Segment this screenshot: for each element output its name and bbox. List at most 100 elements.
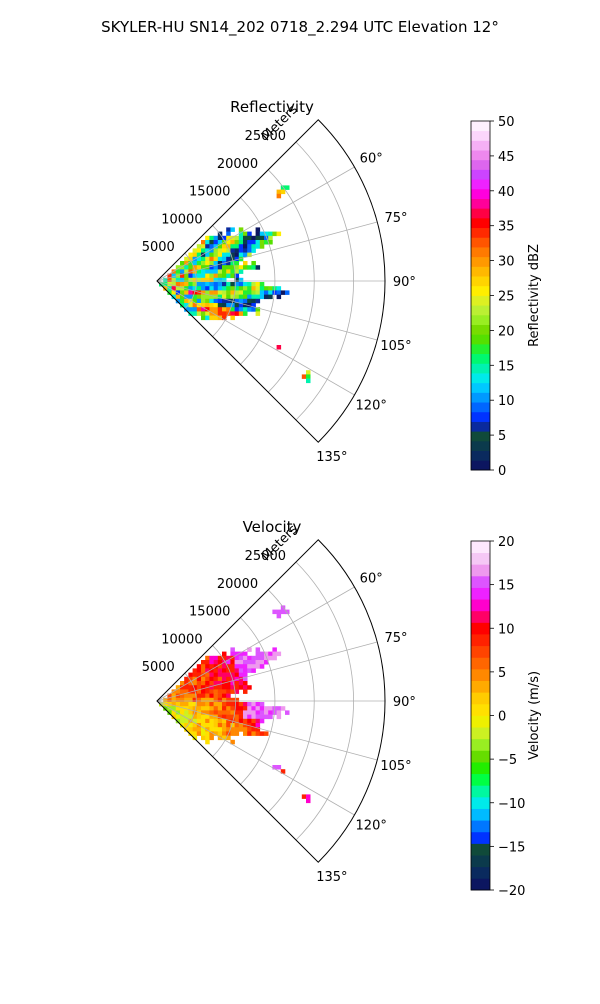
velocity-data-cell: [201, 693, 206, 699]
velocity-data-cell: [217, 723, 223, 728]
velocity-data-cell: [251, 727, 256, 732]
velocity-data-cell: [171, 710, 177, 715]
reflectivity-data-cell: [213, 273, 219, 279]
velocity-data-cell: [243, 706, 248, 711]
velocity-data-cell: [196, 676, 202, 682]
velocity-data-cell: [217, 714, 223, 720]
velocity-data-cell: [238, 672, 244, 678]
reflectivity-data-cell: [201, 315, 206, 321]
reflectivity-data-cell: [192, 298, 198, 304]
velocity-data-cell: [226, 706, 231, 711]
velocity-data-cell: [255, 718, 261, 724]
reflectivity-data-cell: [259, 290, 265, 295]
velocity-data-cell: [205, 723, 210, 728]
reflectivity-data-cell: [201, 286, 206, 291]
reflectivity-colorbar-swatch: [471, 227, 490, 238]
velocity-data-cell: [188, 702, 193, 707]
reflectivity-data-cell: [201, 294, 206, 300]
velocity-data-cell: [243, 702, 248, 707]
reflectivity-data-cell: [238, 277, 244, 283]
reflectivity-data-cell: [230, 286, 235, 291]
reflectivity-data-cell: [264, 294, 269, 300]
velocity-data-cell: [226, 668, 231, 673]
reflectivity-data-cell: [188, 303, 193, 308]
reflectivity-data-cell: [243, 261, 248, 266]
velocity-data-cell: [238, 664, 244, 669]
velocity-data-cell: [196, 689, 202, 694]
velocity-data-cell: [234, 689, 240, 694]
reflectivity-data-cell: [226, 273, 231, 279]
reflectivity-data-cell: [205, 282, 210, 287]
velocity-data-cell: [255, 706, 261, 711]
velocity-theta-tick-label: 120°: [356, 819, 387, 834]
reflectivity-data-cell: [230, 290, 235, 295]
reflectivity-data-cell: [259, 294, 265, 300]
reflectivity-colorbar-label: Reflectivity dBZ: [527, 244, 542, 347]
reflectivity-data-cell: [217, 240, 223, 245]
velocity-data-cell: [184, 706, 189, 711]
reflectivity-data-cell: [222, 311, 227, 316]
velocity-data-cell: [264, 710, 269, 715]
velocity-title: Velocity: [243, 518, 302, 536]
reflectivity-data-cell: [196, 286, 202, 291]
reflectivity-data-cell: [192, 311, 198, 316]
velocity-data-cell: [234, 676, 240, 682]
velocity-colorbar-tick-label: 5: [498, 666, 506, 681]
velocity-data-cell: [238, 702, 244, 707]
velocity-data-cell: [238, 668, 244, 673]
velocity-data-cell: [243, 672, 248, 678]
reflectivity-data-cell: [264, 240, 269, 245]
velocity-data-cell: [234, 655, 240, 661]
reflectivity-data-cell: [226, 248, 231, 253]
reflectivity-data-cell: [251, 265, 256, 270]
velocity-data-cell: [184, 681, 189, 686]
reflectivity-colorbar-swatch: [471, 314, 490, 325]
velocity-data-cell: [230, 681, 235, 686]
velocity-data-cell: [217, 655, 223, 661]
velocity-data-cell: [259, 651, 265, 657]
velocity-data-cell: [201, 681, 206, 686]
reflectivity-data-cell: [201, 273, 206, 279]
velocity-data-cell: [192, 735, 198, 741]
velocity-data-cell: [276, 765, 282, 770]
velocity-data-cell: [180, 706, 185, 711]
velocity-colorbar-swatch: [471, 866, 490, 879]
velocity-data-cell: [238, 655, 244, 661]
reflectivity-data-cell: [184, 298, 189, 304]
reflectivity-data-cell: [175, 277, 181, 283]
velocity-data-cell: [276, 613, 282, 619]
velocity-data-cell: [163, 706, 168, 711]
reflectivity-data-cell: [209, 294, 214, 300]
reflectivity-data-cell: [226, 282, 231, 287]
velocity-data-cell: [255, 651, 261, 657]
velocity-data-cell: [251, 702, 256, 707]
reflectivity-data-cell: [213, 311, 219, 316]
reflectivity-data-cell: [234, 290, 240, 295]
velocity-data-cell: [234, 660, 240, 665]
velocity-data-cell: [205, 727, 210, 732]
velocity-data-cell: [280, 706, 286, 711]
reflectivity-data-cell: [209, 252, 214, 258]
velocity-data-cell: [167, 710, 172, 715]
reflectivity-data-cell: [226, 240, 231, 245]
velocity-data-cell: [255, 655, 261, 661]
reflectivity-data-cell: [238, 235, 244, 241]
reflectivity-data-cell: [175, 298, 181, 304]
velocity-data-cell: [222, 714, 227, 720]
velocity-data-cell: [259, 660, 265, 665]
velocity-data-cell: [243, 668, 248, 673]
velocity-data-cell: [192, 697, 198, 703]
velocity-data-cell: [201, 676, 206, 682]
velocity-data-cell: [201, 672, 206, 678]
velocity-data-cell: [276, 609, 282, 615]
velocity-data-cell: [222, 672, 227, 678]
velocity-colorbar-swatch: [471, 750, 490, 763]
reflectivity-colorbar-swatch: [471, 276, 490, 287]
reflectivity-data-cell: [180, 303, 185, 308]
velocity-data-cell: [251, 718, 256, 724]
reflectivity-data-cell: [209, 256, 214, 262]
velocity-data-cell: [259, 655, 265, 661]
reflectivity-data-cell: [180, 282, 185, 287]
velocity-colorbar-swatch: [471, 645, 490, 658]
velocity-data-cell: [243, 651, 248, 657]
